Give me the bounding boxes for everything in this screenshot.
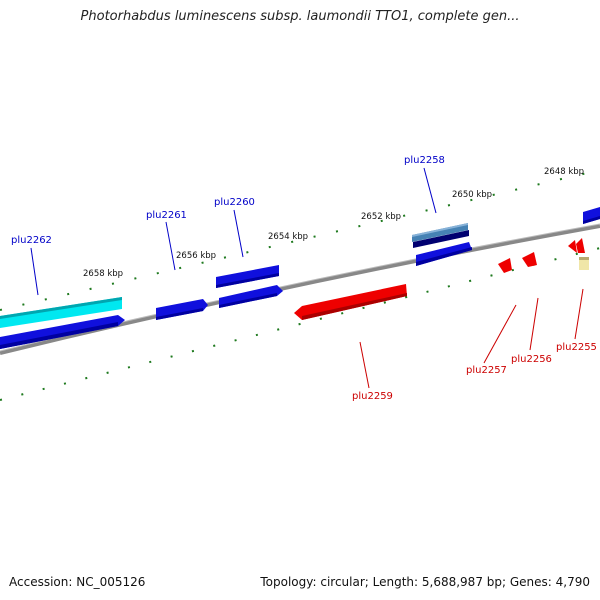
gene-label-plu2261[interactable]: plu2261	[146, 210, 187, 221]
gene-plu2259-feature[interactable]	[294, 284, 407, 320]
gene-edge-feature[interactable]	[583, 207, 600, 224]
gene-plu2261-feature[interactable]	[156, 299, 208, 320]
gene-label-plu2258[interactable]: plu2258	[404, 155, 445, 166]
gene-plu2258-feature[interactable]	[412, 223, 472, 266]
gene-plu2255-feature[interactable]	[568, 238, 589, 270]
tick-label-2658: 2658 kbp	[83, 269, 123, 279]
inner-tick-row	[0, 247, 600, 401]
tick-label-2654: 2654 kbp	[268, 232, 308, 242]
gene-label-plu2262[interactable]: plu2262	[11, 235, 52, 246]
tick-label-2648: 2648 kbp	[544, 167, 584, 177]
gene-label-plu2256[interactable]: plu2256	[511, 354, 552, 365]
gene-plu2256-feature[interactable]	[522, 252, 537, 267]
gene-label-plu2257[interactable]: plu2257	[466, 365, 507, 376]
leader-lines	[30, 167, 584, 389]
tick-label-2652: 2652 kbp	[361, 212, 401, 222]
gene-label-plu2260[interactable]: plu2260	[214, 197, 255, 208]
gene-label-plu2255[interactable]: plu2255	[556, 342, 597, 353]
tick-label-2650: 2650 kbp	[452, 190, 492, 200]
gene-plu2257-feature[interactable]	[498, 258, 512, 273]
accession-text: Accession: NC_005126	[9, 575, 146, 589]
gene-label-plu2259[interactable]: plu2259	[352, 391, 393, 402]
genome-summary-text: Topology: circular; Length: 5,688,987 bp…	[260, 575, 590, 589]
gene-plu2260-feature[interactable]	[216, 265, 283, 308]
map-title: Photorhabdus luminescens subsp. laumondi…	[80, 9, 520, 24]
gene-plu2262-feature[interactable]	[0, 297, 125, 349]
tick-label-2656: 2656 kbp	[176, 251, 216, 261]
